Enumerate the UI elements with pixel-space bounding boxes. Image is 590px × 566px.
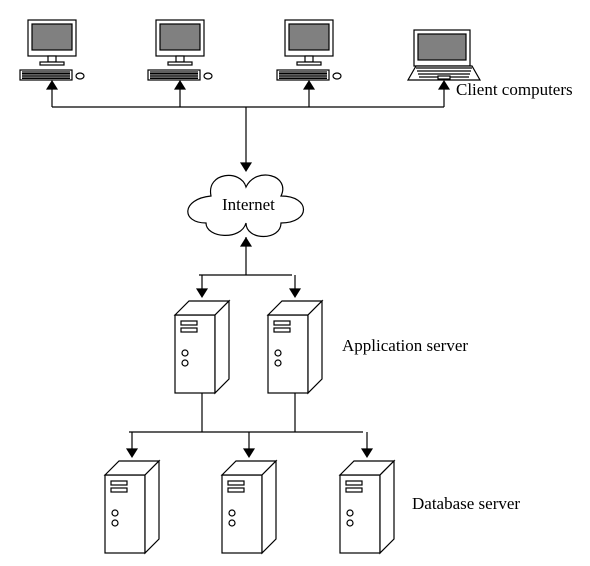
label-clients: Client computers [456, 80, 573, 100]
client-laptop [408, 30, 480, 80]
server-tower [340, 461, 394, 553]
server-tower [175, 301, 229, 393]
server-tower [222, 461, 276, 553]
client-desktop [20, 20, 84, 80]
client-desktop [148, 20, 212, 80]
server-tower [105, 461, 159, 553]
label-appserver: Application server [342, 336, 468, 356]
label-internet: Internet [222, 195, 275, 215]
label-dbserver: Database server [412, 494, 520, 514]
server-tower [268, 301, 322, 393]
client-desktop [277, 20, 341, 80]
